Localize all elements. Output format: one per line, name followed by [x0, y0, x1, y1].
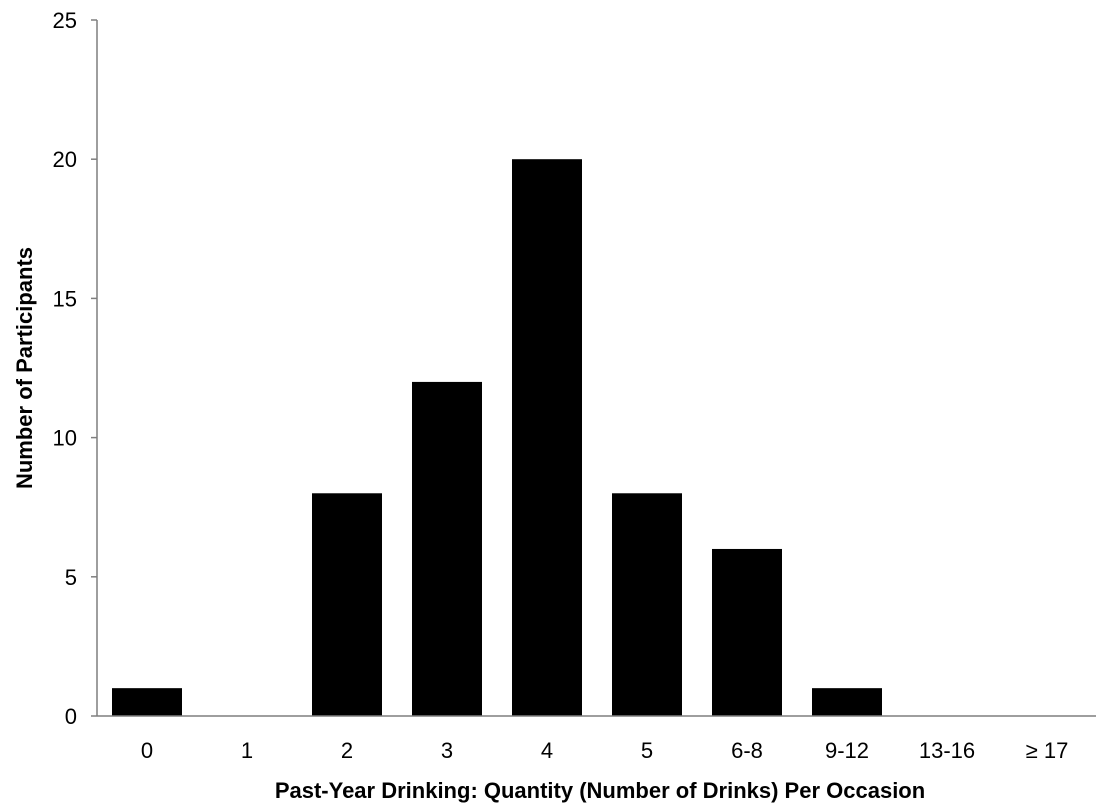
x-tick-label: 6-8: [731, 738, 763, 763]
x-tick-label: 0: [141, 738, 153, 763]
bar-4: [512, 159, 582, 716]
x-tick-label: 9-12: [825, 738, 869, 763]
x-tick-label: 3: [441, 738, 453, 763]
x-tick-label: ≥ 17: [1026, 738, 1069, 763]
x-tick-label: 1: [241, 738, 253, 763]
y-axis-ticks: 0 5 10 15 20 25: [53, 8, 97, 729]
bar-5: [612, 493, 682, 716]
x-tick-label: 4: [541, 738, 553, 763]
y-tick-label: 15: [53, 286, 77, 311]
bar-3: [412, 381, 482, 716]
y-axis-title: Number of Participants: [12, 247, 37, 489]
y-tick-label: 10: [53, 426, 77, 451]
y-tick-label: 0: [65, 704, 77, 729]
y-tick-label: 20: [53, 147, 77, 172]
x-tick-label: 2: [341, 738, 353, 763]
bar-9-12: [812, 688, 882, 716]
x-tick-label: 13-16: [919, 738, 975, 763]
x-axis-title: Past-Year Drinking: Quantity (Number of …: [275, 778, 925, 803]
y-tick-label: 5: [65, 565, 77, 590]
x-axis-ticks: 0 1 2 3 4 5 6-8 9-12 13-16 ≥ 17: [141, 738, 1068, 763]
bars-group: [112, 159, 882, 716]
bar-2: [312, 493, 382, 716]
bar-0: [112, 688, 182, 716]
bar-6-8: [712, 548, 782, 716]
x-tick-label: 5: [641, 738, 653, 763]
y-tick-label: 25: [53, 8, 77, 33]
